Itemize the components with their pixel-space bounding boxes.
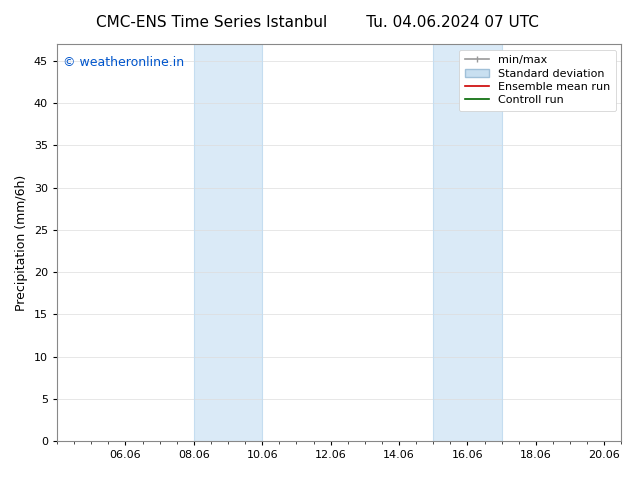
Legend: min/max, Standard deviation, Ensemble mean run, Controll run: min/max, Standard deviation, Ensemble me… (459, 49, 616, 111)
Text: CMC-ENS Time Series Istanbul        Tu. 04.06.2024 07 UTC: CMC-ENS Time Series Istanbul Tu. 04.06.2… (96, 15, 538, 30)
Y-axis label: Precipitation (mm/6h): Precipitation (mm/6h) (15, 174, 29, 311)
Bar (194, 44, 262, 441)
Bar (433, 44, 501, 441)
Text: © weatheronline.in: © weatheronline.in (63, 56, 184, 69)
